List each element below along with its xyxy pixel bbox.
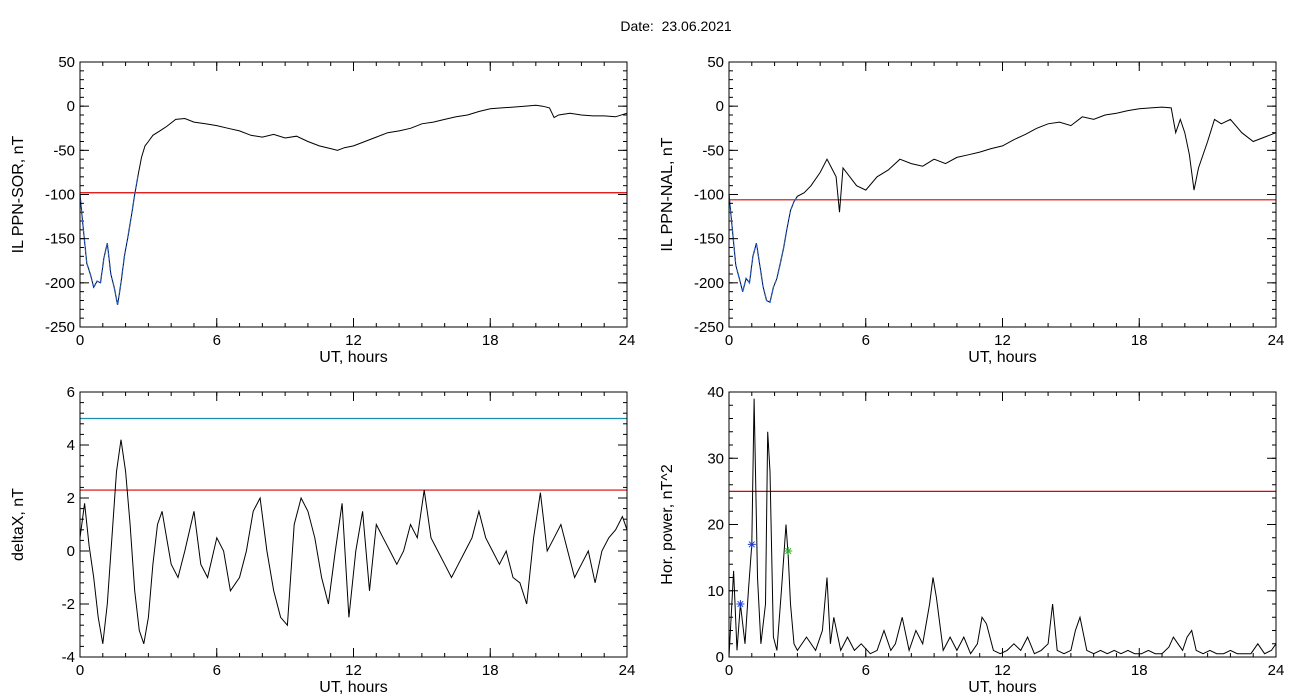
y-tick-label: 6 (67, 384, 75, 401)
y-tick-label: 30 (707, 450, 724, 467)
y-tick-label: 0 (67, 98, 75, 115)
y-axis-label: Hor. power, nT^2 (659, 464, 676, 585)
x-axis-label: UT, hours (968, 349, 1036, 366)
x-tick-label: 18 (1131, 662, 1148, 679)
y-tick-label: -250 (694, 319, 724, 336)
x-tick-label: 0 (76, 332, 84, 349)
date-value: 23.06.2021 (661, 18, 732, 34)
x-tick-label: 12 (345, 662, 362, 679)
y-tick-label: 40 (707, 384, 724, 401)
y-tick-label: -50 (53, 142, 75, 159)
y-tick-label: -2 (62, 596, 75, 613)
y-tick-label: -150 (45, 231, 75, 248)
minor-ticks (728, 391, 1277, 658)
x-tick-label: 6 (862, 662, 870, 679)
x-tick-label: 12 (994, 662, 1011, 679)
x-tick-label: 6 (862, 332, 870, 349)
series-line-highlight (728, 194, 798, 304)
x-tick-label: 0 (725, 332, 733, 349)
series-line (79, 439, 628, 644)
y-tick-label: -250 (45, 319, 75, 336)
asterisk-marker (736, 600, 745, 608)
x-tick-label: 24 (619, 662, 636, 679)
x-tick-label: 6 (213, 332, 221, 349)
y-tick-label: -4 (62, 649, 75, 666)
y-tick-label: 4 (67, 437, 75, 454)
plot-frame (728, 391, 1277, 658)
x-tick-label: 18 (482, 662, 499, 679)
y-tick-label: 20 (707, 517, 724, 534)
x-axis-label: UT, hours (968, 679, 1036, 696)
y-tick-label: 10 (707, 583, 724, 600)
y-tick-label: -50 (702, 142, 724, 159)
y-tick-label: 0 (67, 543, 75, 560)
series-line-highlight (79, 174, 139, 306)
plot-frame (728, 61, 1277, 328)
x-tick-label: 18 (1131, 332, 1148, 349)
x-axis-label: UT, hours (319, 349, 387, 366)
y-axis-label: deltaX, nT (10, 488, 27, 561)
y-tick-label: 2 (67, 490, 75, 507)
asterisk-marker (784, 547, 793, 555)
x-tick-label: 24 (1268, 332, 1285, 349)
x-tick-label: 12 (345, 332, 362, 349)
x-tick-label: 24 (619, 332, 636, 349)
x-tick-label: 24 (1268, 662, 1285, 679)
y-tick-label: -200 (694, 275, 724, 292)
x-tick-label: 18 (482, 332, 499, 349)
y-tick-label: -100 (694, 187, 724, 204)
y-axis-label: IL PPN-NAL, nT (659, 137, 676, 251)
x-tick-label: 0 (725, 662, 733, 679)
asterisk-marker (747, 540, 756, 549)
series-line (728, 398, 1277, 658)
y-tick-label: -150 (694, 231, 724, 248)
y-axis-label: IL PPN-SOR, nT (10, 135, 27, 253)
plot-frame (79, 61, 628, 328)
y-tick-label: 0 (716, 649, 724, 666)
date-label: Date: (620, 18, 654, 34)
y-tick-label: 50 (58, 54, 75, 71)
y-tick-label: -200 (45, 275, 75, 292)
x-axis-label: UT, hours (319, 679, 387, 696)
plot-frame (79, 391, 628, 658)
page-title: Date: 23.06.2021 (0, 18, 1300, 34)
x-tick-label: 6 (213, 662, 221, 679)
y-tick-label: 50 (707, 54, 724, 71)
x-tick-label: 0 (76, 662, 84, 679)
x-tick-label: 12 (994, 332, 1011, 349)
y-tick-label: 0 (716, 98, 724, 115)
y-tick-label: -100 (45, 187, 75, 204)
